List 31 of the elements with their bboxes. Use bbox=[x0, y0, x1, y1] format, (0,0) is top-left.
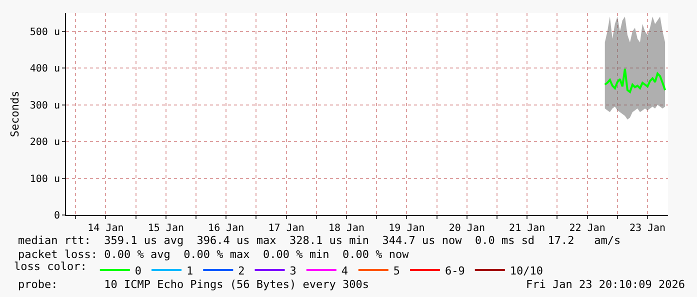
legend-title: loss color: bbox=[14, 260, 87, 273]
legend-label: 3 bbox=[290, 264, 296, 278]
text: probe: 10 ICMP Echo Pings (56 Bytes) every 300s bbox=[18, 278, 369, 291]
y-tick-label: 500 u bbox=[30, 26, 60, 38]
x-tick-label: 17 Jan bbox=[268, 223, 304, 234]
y-tick-label: 300 u bbox=[30, 100, 60, 112]
y-tick-label: 200 u bbox=[30, 137, 60, 148]
x-tick-label: 16 Jan bbox=[208, 223, 244, 234]
text: Fri Jan 23 20:10:09 2026 bbox=[526, 278, 685, 291]
y-tick-label: 100 u bbox=[30, 174, 60, 185]
legend-label: 6-9 bbox=[445, 264, 465, 278]
y-tick-label: 400 u bbox=[30, 64, 60, 75]
x-tick-label: 18 Jan bbox=[328, 223, 365, 234]
y-tick-label: 0 bbox=[54, 210, 60, 222]
x-tick-label: 15 Jan bbox=[148, 223, 184, 234]
legend-label: 10/10 bbox=[510, 264, 544, 278]
x-tick-label: 19 Jan bbox=[388, 223, 425, 234]
y-axis-title: Seconds bbox=[8, 90, 22, 138]
legend-label: 4 bbox=[341, 264, 348, 278]
line-series bbox=[604, 68, 666, 93]
x-tick-label: 23 Jan bbox=[629, 223, 666, 234]
legend-label: 5 bbox=[393, 264, 400, 278]
x-tick-label: 14 Jan bbox=[88, 223, 124, 234]
legend-label: 1 bbox=[186, 264, 194, 278]
x-tick-label: 20 Jan bbox=[448, 223, 485, 234]
legend-label: 0 bbox=[134, 264, 142, 278]
legend-label: 2 bbox=[238, 264, 245, 278]
text: median rtt: 359.1 us avg 396.4 us max 328.1 us min 344.7 us now 0.0 ms sd 17.2 am/s bbox=[18, 234, 621, 247]
x-tick-label: 21 Jan bbox=[509, 223, 546, 234]
text: packet loss: 0.00 % avg 0.00 % max 0.00 % min 0.00 % now bbox=[18, 248, 410, 261]
x-tick-label: 22 Jan bbox=[569, 223, 606, 234]
